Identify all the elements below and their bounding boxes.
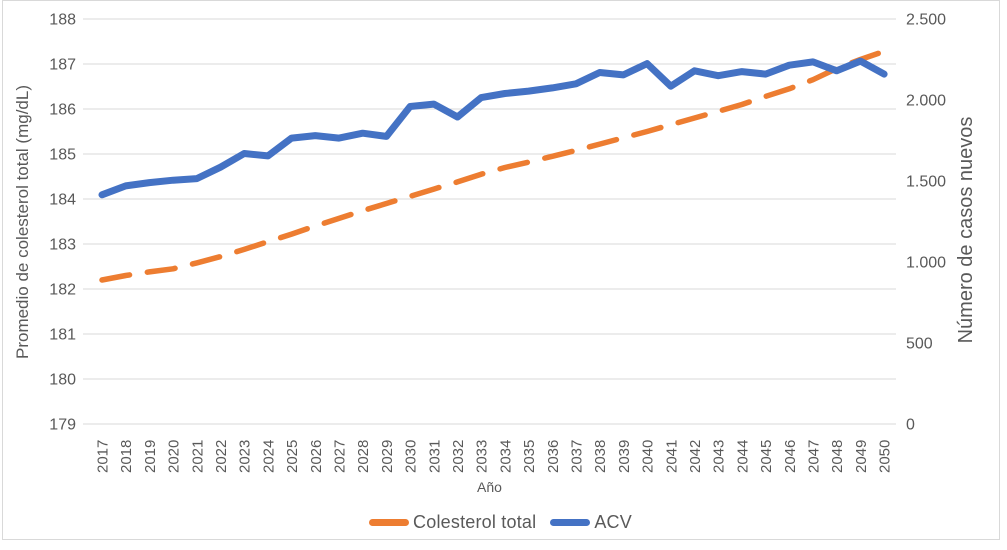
legend-swatch-acv bbox=[550, 519, 591, 526]
x-axis-tick-label: 2035 bbox=[521, 440, 538, 473]
x-axis-tick-label: 2031 bbox=[426, 440, 443, 473]
y-axis-right-tick-label: 2.000 bbox=[906, 93, 946, 110]
acv-line bbox=[98, 57, 888, 199]
y-axis-left-title: Promedio de colesterol total (mg/dL) bbox=[13, 85, 32, 359]
y-axis-left-tick-label: 188 bbox=[49, 12, 76, 29]
legend-item-acv: ACV bbox=[550, 512, 632, 533]
x-axis-tick-label: 2025 bbox=[284, 440, 301, 473]
x-axis-tick-label: 2048 bbox=[829, 440, 846, 473]
y-axis-left-tick-label: 180 bbox=[49, 372, 76, 389]
y-axis-left-tick-label: 182 bbox=[49, 282, 76, 299]
legend-label-colesterol-total: Colesterol total bbox=[413, 512, 537, 532]
y-axis-left-tick-label: 183 bbox=[49, 237, 76, 254]
y-axis-left-tick-label: 184 bbox=[49, 192, 76, 209]
y-axis-right-tick-label: 1.000 bbox=[906, 255, 946, 272]
x-axis-tick-label: 2044 bbox=[734, 440, 751, 473]
legend-label-acv: ACV bbox=[594, 512, 632, 532]
x-axis-tick-label: 2020 bbox=[166, 440, 183, 473]
x-axis-tick-label: 2034 bbox=[497, 440, 514, 473]
x-axis-tick-label: 2042 bbox=[687, 440, 704, 473]
x-axis-title: Año bbox=[477, 479, 502, 495]
y-axis-right-title: Número de casos nuevos bbox=[955, 117, 977, 344]
x-axis-tick-label: 2024 bbox=[260, 440, 277, 473]
x-axis-tick-label: 2028 bbox=[355, 440, 372, 473]
x-axis-tick-label: 2017 bbox=[95, 440, 112, 473]
y-axis-right-tick-label: 1.500 bbox=[906, 174, 946, 191]
y-axis-left-tick-label: 186 bbox=[49, 102, 76, 119]
x-axis-tick-label: 2046 bbox=[782, 440, 799, 473]
x-axis-tick-label: 2023 bbox=[237, 440, 254, 473]
y-axis-left-tick-label: 181 bbox=[49, 327, 76, 344]
x-axis-tick-label: 2043 bbox=[711, 440, 728, 473]
x-axis-tick-label: 2041 bbox=[663, 440, 680, 473]
x-axis-tick-label: 2021 bbox=[189, 440, 206, 473]
y-axis-right-tick-label: 0 bbox=[906, 417, 915, 434]
legend-swatch-colesterol-total bbox=[369, 519, 410, 526]
x-axis-tick-label: 2029 bbox=[379, 440, 396, 473]
y-axis-left-tick-label: 187 bbox=[49, 57, 76, 74]
x-axis-tick-label: 2038 bbox=[592, 440, 609, 473]
x-axis-tick-label: 2050 bbox=[877, 440, 894, 473]
y-axis-left-tick-label: 185 bbox=[49, 147, 76, 164]
x-axis-tick-label: 2040 bbox=[640, 440, 657, 473]
legend-item-colesterol-total: Colesterol total bbox=[369, 512, 536, 533]
x-axis-tick-label: 2049 bbox=[853, 440, 870, 473]
x-axis-tick-label: 2047 bbox=[806, 440, 823, 473]
x-axis-tick-label: 2027 bbox=[332, 440, 349, 473]
legend: Colesterol total ACV bbox=[2, 512, 999, 533]
x-axis-tick-label: 2045 bbox=[758, 440, 775, 473]
y-axis-right-tick-label: 500 bbox=[906, 336, 933, 353]
x-axis-tick-label: 2036 bbox=[545, 440, 562, 473]
y-axis-right-tick-label: 2.500 bbox=[906, 12, 946, 29]
x-axis-tick-label: 2037 bbox=[569, 440, 586, 473]
x-axis-tick-label: 2019 bbox=[142, 440, 159, 473]
x-axis-tick-label: 2022 bbox=[213, 440, 230, 473]
x-axis-tick-label: 2030 bbox=[403, 440, 420, 473]
x-axis-tick-label: 2039 bbox=[616, 440, 633, 473]
x-axis-tick-label: 2026 bbox=[308, 440, 325, 473]
x-axis-tick-label: 2032 bbox=[450, 440, 467, 473]
x-axis-tick-label: 2033 bbox=[474, 440, 491, 473]
x-axis-tick-label: 2018 bbox=[118, 440, 135, 473]
y-axis-left-tick-label: 179 bbox=[49, 417, 76, 434]
